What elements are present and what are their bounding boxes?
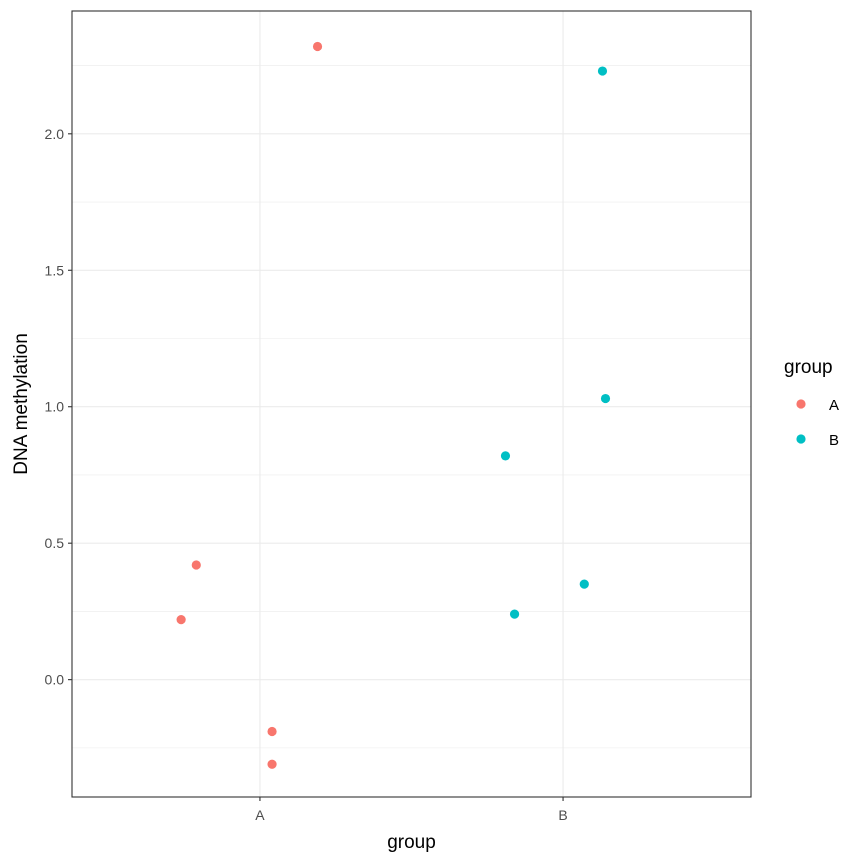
y-axis: 0.0 0.5 1.0 1.5 2.0 [45, 126, 72, 688]
x-tick-label: A [255, 807, 265, 823]
major-gridlines [72, 11, 751, 797]
data-point-b [509, 609, 520, 619]
y-tick-label: 1.5 [45, 262, 65, 278]
x-tick-label: B [558, 807, 567, 823]
legend: group AB [784, 357, 839, 449]
data-points [176, 41, 611, 769]
legend-key-b [796, 434, 806, 444]
legend-title: group [784, 357, 833, 378]
y-tick-label: 0.0 [45, 672, 65, 688]
data-point-a [176, 615, 186, 625]
data-point-a [267, 759, 277, 769]
data-point-a [312, 41, 323, 52]
data-point-b [500, 451, 511, 461]
legend-key-a [796, 399, 806, 409]
data-point-b [597, 66, 608, 76]
data-point-b [600, 393, 611, 404]
x-axis-title: group [387, 832, 436, 853]
panel-border [71, 10, 752, 798]
legend-label-a: A [829, 397, 839, 414]
data-point-a [267, 726, 277, 737]
panel-background [72, 11, 751, 797]
data-point-a [191, 560, 201, 570]
y-axis-title: DNA methylation [11, 333, 32, 475]
y-tick-label: 0.5 [45, 535, 65, 551]
minor-gridlines [72, 65, 751, 749]
legend-items: AB [796, 397, 839, 449]
plot-panel [71, 10, 752, 798]
y-tick-label: 2.0 [45, 126, 65, 142]
legend-label-b: B [829, 432, 839, 449]
data-point-b [579, 579, 589, 589]
y-tick-label: 1.0 [45, 399, 65, 415]
